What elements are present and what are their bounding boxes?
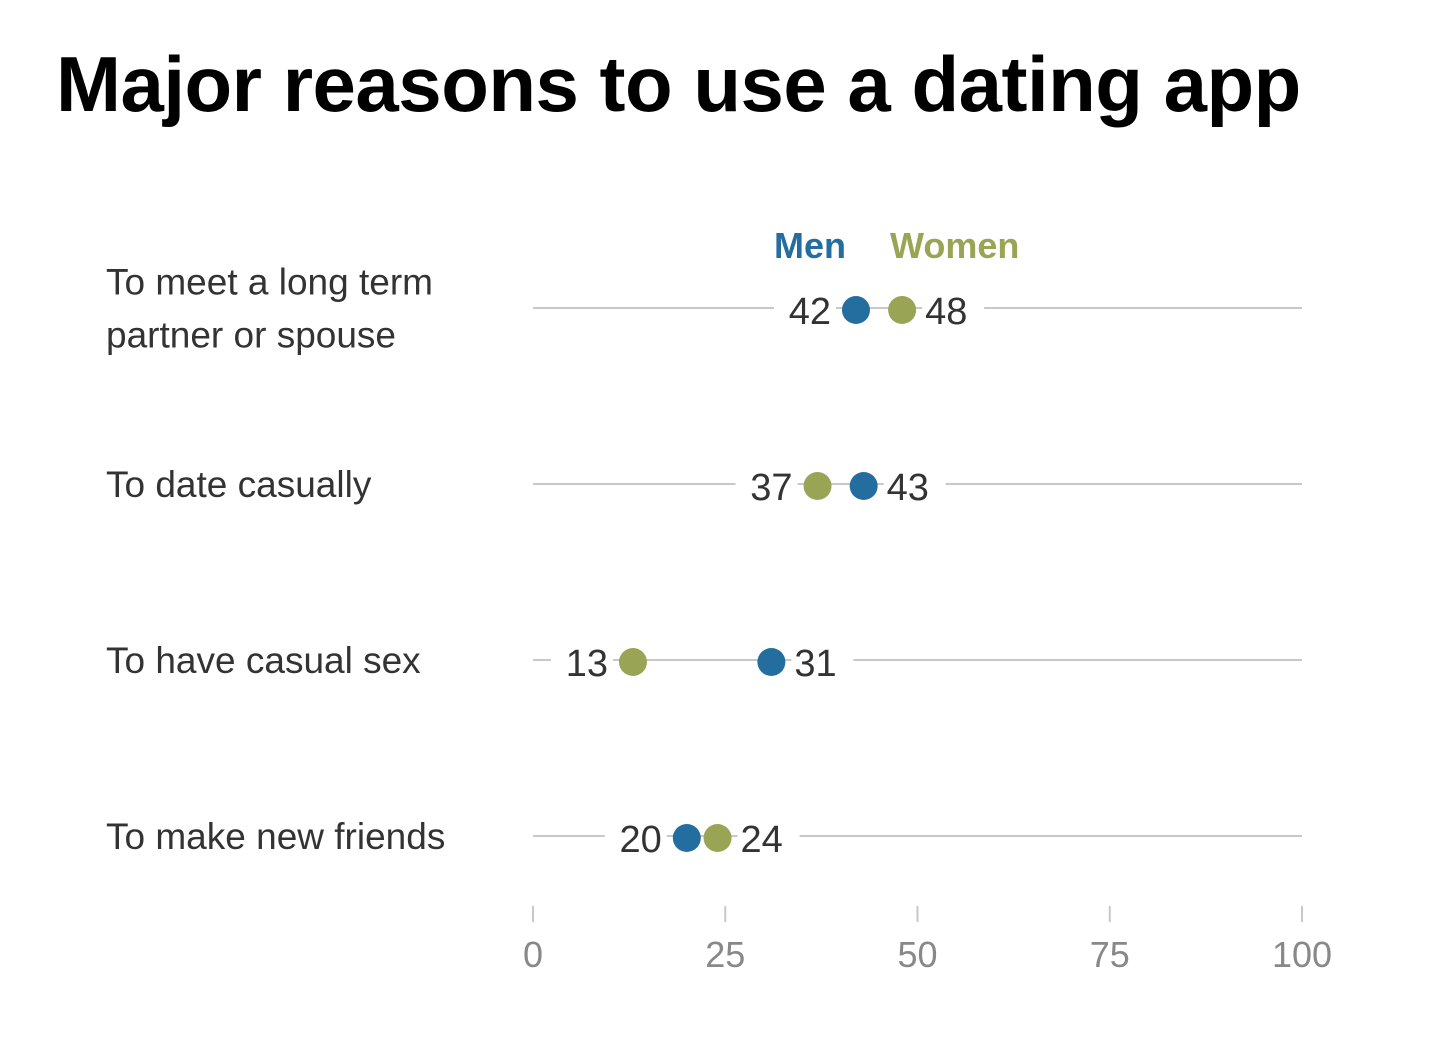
data-label-background [735, 460, 798, 508]
data-label-background [550, 636, 613, 684]
data-dot-men [672, 824, 701, 852]
category-label-line: partner or spouse [106, 315, 396, 356]
x-tick-label: 75 [1090, 934, 1130, 975]
category-label: To have casual sex [106, 640, 421, 681]
data-dot-women [703, 824, 732, 852]
data-dot-men [849, 472, 878, 500]
data-label: 43 [887, 467, 929, 509]
data-label-background [773, 284, 836, 332]
data-label: 13 [566, 643, 608, 685]
category-label: To meet a long term partner or spouse [106, 262, 433, 356]
data-dots [618, 296, 917, 852]
category-label-line: To date casually [106, 464, 372, 505]
data-label-background [604, 812, 667, 860]
data-label-background [737, 812, 800, 860]
dot-connectors [632, 307, 903, 837]
category-labels: To meet a long term partner or spouse To d… [106, 262, 445, 858]
data-label-background [922, 284, 985, 332]
x-tick-label: 25 [705, 934, 745, 975]
data-label-background [883, 460, 946, 508]
x-axis: 0 25 50 75 100 [523, 906, 1332, 975]
data-label: 24 [741, 819, 783, 861]
category-label-line: To meet a long term [106, 262, 433, 303]
row-rules [533, 307, 1302, 837]
data-dot-men [757, 648, 786, 676]
data-dot-women [803, 472, 832, 500]
data-label-background [791, 636, 854, 684]
legend-item-men: Men [774, 225, 846, 266]
data-dot-men [841, 296, 870, 324]
data-labels: 42 48 43 37 31 13 20 24 [550, 284, 985, 861]
category-label: To make new friends [106, 816, 445, 857]
legend: Men Women [774, 225, 1019, 266]
data-label: 37 [750, 467, 792, 509]
category-label-line: To have casual sex [106, 640, 421, 681]
data-label: 31 [794, 643, 836, 685]
data-label: 48 [925, 291, 967, 333]
data-dot-women [888, 296, 917, 324]
data-label: 42 [789, 291, 831, 333]
x-tick-label: 50 [897, 934, 937, 975]
x-tick-label: 0 [523, 934, 543, 975]
x-tick-label: 100 [1272, 934, 1332, 975]
category-label-line: To make new friends [106, 816, 445, 857]
chart-title: Major reasons to use a dating app [56, 40, 1301, 128]
category-label: To date casually [106, 464, 372, 505]
data-dot-women [618, 648, 647, 676]
data-label: 20 [620, 819, 662, 861]
legend-item-women: Women [890, 225, 1019, 266]
